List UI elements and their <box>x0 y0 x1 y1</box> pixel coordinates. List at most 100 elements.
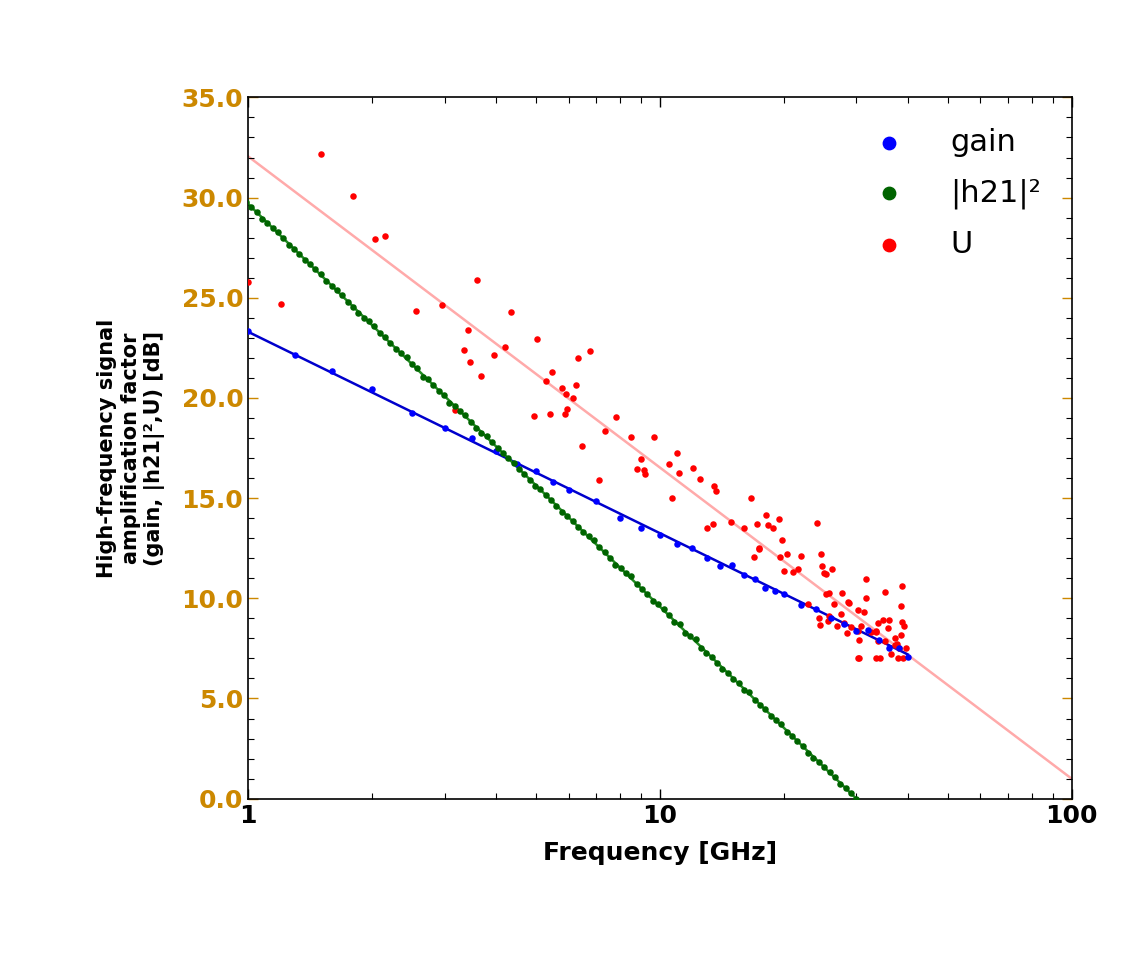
Point <box>734 682 752 697</box>
Point <box>537 487 555 503</box>
Point <box>804 750 822 766</box>
Point <box>502 304 520 319</box>
Point <box>354 311 372 326</box>
Point <box>628 462 646 477</box>
Point <box>638 586 656 602</box>
Point <box>690 470 708 486</box>
Point <box>756 581 774 596</box>
Point <box>851 651 869 666</box>
Point <box>774 532 792 547</box>
Point <box>285 241 303 256</box>
Point <box>759 517 777 533</box>
Point <box>897 641 915 656</box>
Point <box>823 561 841 577</box>
Point <box>799 596 817 612</box>
Point <box>611 560 629 576</box>
Point <box>360 314 378 329</box>
Point <box>685 461 703 476</box>
Point <box>531 481 549 497</box>
Point <box>751 697 769 713</box>
Point <box>775 585 793 601</box>
Point <box>880 640 898 656</box>
Point <box>735 520 754 536</box>
Point <box>651 527 669 543</box>
Point <box>684 541 702 556</box>
Point <box>866 651 884 666</box>
Point <box>636 467 654 482</box>
Point <box>418 371 437 387</box>
Point <box>403 405 421 421</box>
Point <box>873 613 891 628</box>
Point <box>564 513 582 529</box>
Point <box>496 339 514 355</box>
Point <box>840 595 858 611</box>
Point <box>882 647 900 662</box>
Point <box>526 478 544 494</box>
Point <box>777 545 795 561</box>
Point <box>832 607 851 622</box>
Point <box>587 494 605 509</box>
Point <box>623 569 641 584</box>
Point <box>687 631 705 647</box>
Point <box>818 586 836 602</box>
Point <box>828 618 846 634</box>
Point <box>210 168 228 183</box>
Point <box>808 601 826 617</box>
Point <box>301 256 319 272</box>
Point <box>681 628 699 644</box>
Point <box>393 346 411 361</box>
Point <box>719 665 737 681</box>
Point <box>870 633 888 649</box>
Point <box>821 611 839 626</box>
Point <box>408 360 426 376</box>
Point <box>528 331 546 347</box>
Point <box>837 780 855 796</box>
Point <box>770 549 788 565</box>
Point <box>893 579 911 594</box>
Point <box>835 617 853 632</box>
Point <box>707 484 725 500</box>
Point <box>574 524 592 540</box>
Point <box>856 571 874 586</box>
Point <box>750 541 768 556</box>
Point <box>740 685 758 700</box>
Point <box>849 603 867 618</box>
Point <box>596 544 614 560</box>
Point <box>888 636 906 652</box>
Point <box>258 215 276 231</box>
Point <box>820 608 838 623</box>
Point <box>567 377 585 393</box>
Point <box>832 585 851 601</box>
Point <box>788 733 807 749</box>
Point <box>226 183 244 199</box>
Point <box>515 467 534 482</box>
Point <box>766 582 784 598</box>
Point <box>365 231 384 246</box>
Point <box>870 632 888 648</box>
Point <box>890 640 908 656</box>
Point <box>446 398 464 414</box>
Point <box>670 617 688 632</box>
Point <box>892 627 910 643</box>
Point <box>841 785 860 801</box>
Point <box>633 581 651 597</box>
Point <box>365 318 384 334</box>
Point <box>746 693 764 708</box>
Point <box>601 550 619 566</box>
Point <box>820 765 838 780</box>
Point <box>585 533 603 548</box>
Point <box>607 409 625 425</box>
Point <box>697 645 715 660</box>
Point <box>311 146 329 162</box>
Point <box>558 508 576 524</box>
Point <box>812 558 830 574</box>
Point <box>876 583 895 599</box>
Point <box>867 623 885 639</box>
Point <box>617 566 635 581</box>
Point <box>590 540 608 555</box>
Point <box>847 623 865 639</box>
Point <box>814 565 832 581</box>
Point <box>280 238 298 253</box>
Point <box>698 520 716 536</box>
Point <box>473 368 491 384</box>
